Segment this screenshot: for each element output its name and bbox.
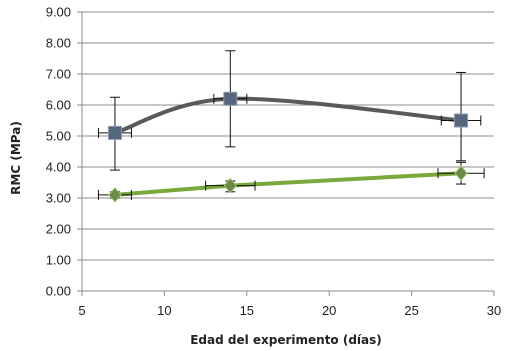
series-0-point-1 (223, 91, 238, 106)
x-tick-label-1: 10 (157, 303, 171, 318)
x-axis-title: Edad del experimento (días) (190, 333, 382, 347)
series-0-point-2 (454, 113, 469, 128)
series-0 (97, 50, 482, 171)
y-tick-labels: 0.00 1.00 2.00 3.00 4.00 5.00 6.00 7.00 8.00 9.00 (46, 5, 71, 299)
y-tick-label-1: 1.00 (46, 253, 71, 268)
x-tick-labels: 5 10 15 20 25 30 (78, 303, 501, 318)
series-1-point-0 (108, 187, 122, 203)
y-tick-label-6: 6.00 (46, 98, 71, 113)
y-tick-label-3: 3.00 (46, 191, 71, 206)
series-1-point-2 (454, 165, 468, 181)
series-1 (97, 161, 485, 203)
x-tick-label-4: 25 (404, 303, 418, 318)
series-1-point-1 (223, 177, 237, 194)
x-tick-label-5: 30 (487, 303, 501, 318)
x-tick-label-0: 5 (78, 303, 85, 318)
data-series (97, 50, 485, 203)
y-axis-title: RMC (MPa) (9, 121, 23, 195)
y-tick-label-8: 8.00 (46, 36, 71, 51)
series-0-point-0 (107, 125, 122, 140)
y-tick-label-5: 5.00 (46, 129, 71, 144)
series-0-line (112, 96, 464, 135)
x-tick-label-2: 15 (240, 303, 254, 318)
axes (77, 11, 495, 296)
y-tick-label-4: 4.00 (46, 160, 71, 175)
x-tick-label-3: 20 (322, 303, 336, 318)
y-tick-label-2: 2.00 (46, 222, 71, 237)
y-tick-label-9: 9.00 (46, 5, 71, 20)
series-1-line (112, 171, 464, 197)
gridlines (82, 11, 494, 261)
y-tick-label-7: 7.00 (46, 67, 71, 82)
y-tick-label-0: 0.00 (46, 284, 71, 299)
